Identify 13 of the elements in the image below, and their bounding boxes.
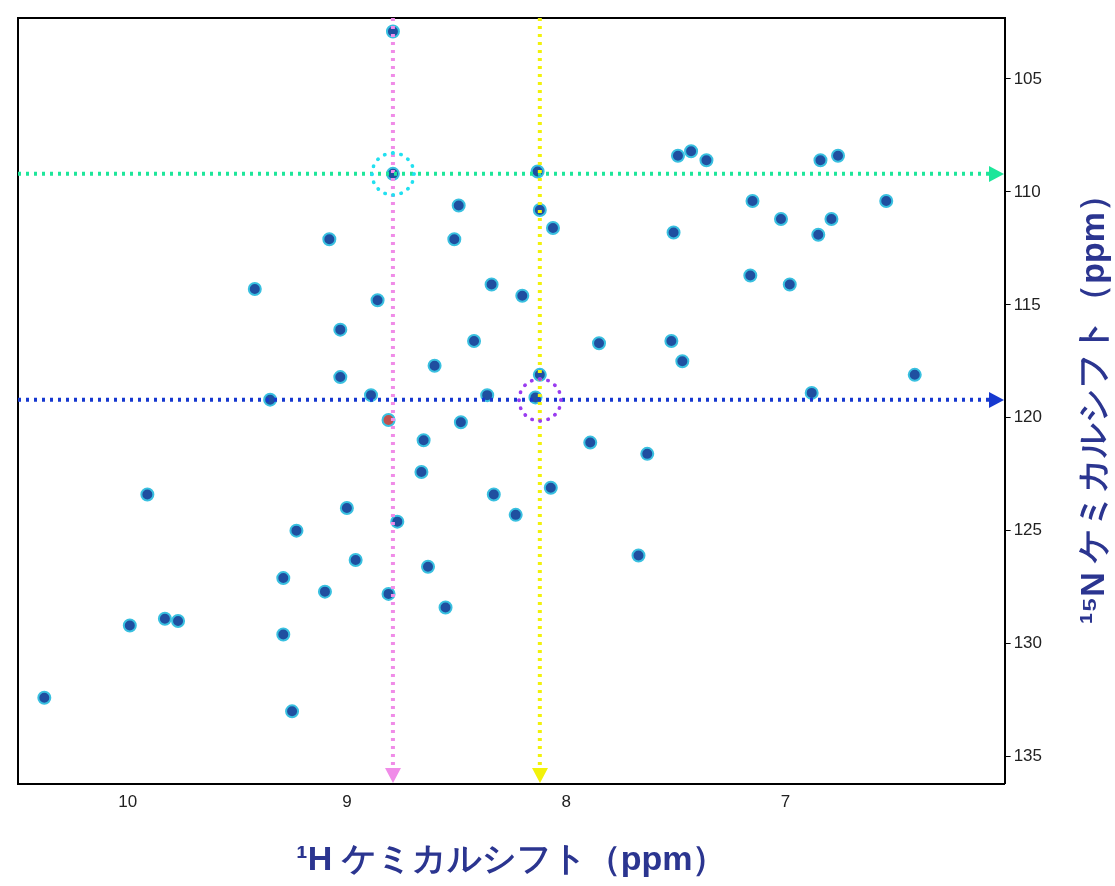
x-axis-title: ¹H ケミカルシフト（ppm） xyxy=(296,838,727,879)
x-tick-label: 9 xyxy=(342,792,352,812)
y-tick-label: 130 xyxy=(1013,633,1043,653)
x-tick-label: 7 xyxy=(780,792,791,812)
x-tick-label: 10 xyxy=(118,792,138,812)
y-tick-label: 115 xyxy=(1013,294,1041,314)
y-tick-label: 105 xyxy=(1013,68,1043,88)
y-tick-label: 135 xyxy=(1013,746,1043,766)
y-tick-label: 110 xyxy=(1013,181,1041,201)
y-tick-label: 125 xyxy=(1013,520,1043,540)
x-tick-label: 8 xyxy=(561,792,571,812)
y-axis-title: ¹⁵N ケミカルシフト（ppm） xyxy=(1072,177,1113,624)
y-tick-label: 120 xyxy=(1013,407,1043,427)
